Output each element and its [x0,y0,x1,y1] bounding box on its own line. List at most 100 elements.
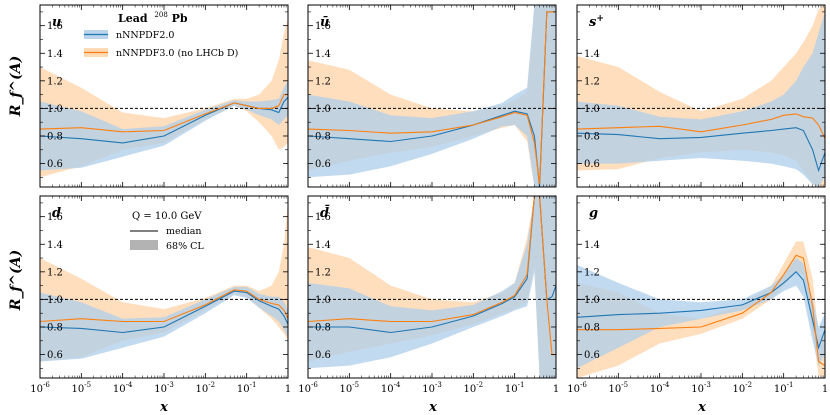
ytick-label-g: 1.2 [584,267,600,278]
xtick-label-g: 10-4 [650,381,670,395]
median-nnnpdf20-splus [577,127,825,173]
xtick-label-dbar: 10-2 [464,381,484,395]
xtick-label-d: 10-4 [113,381,133,395]
ytick-label-d: 1.4 [47,240,63,251]
ytick-label-d: 1.6 [47,212,63,223]
ytick-label-dbar: 1.0 [315,295,331,306]
legend-series: Lead 208 Pb nNNPDF2.0 nNNPDF3.0 (no LHCb… [84,7,238,59]
band-nnnpdf20-splus [577,11,825,187]
panel-u: 0.6 0.8 1.0 1.2 1.4 1.6u [39,4,289,188]
ytick-label-g: 1.4 [584,240,600,251]
xtick-label-g: 10-5 [609,381,629,395]
ytick-label-d: 1.0 [47,295,63,306]
y-axis-label-top: R_f^(A) [8,56,24,118]
band-nnnpdf20-d [40,287,288,362]
panel-dbar: 0.6 0.8 1.0 1.2 1.4 1.6 10-6 10-5 10-4 10-3 10-2 10… [298,195,559,395]
plot-area-d [40,200,288,362]
ytick-label-g: 0.6 [584,350,600,361]
ytick-label-ubar: 1.2 [315,76,331,87]
band-nnnpdf20-u [40,80,288,171]
ytick-label-dbar: 1.2 [315,267,331,278]
xtick-label-d: 1 [285,384,291,395]
ytick-label-dbar: 1.6 [315,212,331,223]
ytick-label-u: 1.2 [47,76,63,87]
panel-title-dbar: d̄ [320,204,330,221]
band-nnnpdf20-ubar [308,5,556,187]
xtick-label-d: 10-5 [72,381,92,395]
ytick-label-dbar: 1.4 [315,240,331,251]
panel-title-g: g [589,206,598,221]
legend-style: Q = 10.0 GeV median 68% CL [130,211,204,252]
panel-splus: 0.6 0.8 1.0 1.2 1.4 s+ [576,4,826,188]
ytick-label-u: 1.6 [47,21,63,32]
xtick-label-dbar: 1 [553,384,559,395]
ytick-label-u: 1.0 [47,104,63,115]
legend-title: Lead 208 Pb [118,7,188,25]
plot-area-ubar [308,5,556,187]
legend-cl-label: 68% CL [166,241,204,252]
panel-title-u: u [52,15,61,30]
xtick-label-dbar: 10-4 [381,381,401,395]
ytick-label-splus: 0.6 [584,159,600,170]
xtick-label-d: 10-1 [237,381,257,395]
panel-title-d: d [52,206,61,221]
xtick-label-d: 10-3 [154,381,174,395]
ytick-label-d: 0.6 [47,350,63,361]
plot-area-splus [577,5,825,187]
panel-ubar: 0.6 0.8 1.0 1.2 1.4 1.6ū [307,4,557,188]
x-axis-label-middle: x [428,400,437,415]
median-nnnpdf30-dbar [308,196,556,356]
ytick-label-u: 0.8 [47,131,63,142]
ytick-label-u: 1.4 [47,49,63,60]
xtick-label-g: 10-1 [774,381,794,395]
ytick-label-splus: 1.4 [584,49,600,60]
median-nnnpdf30-ubar [308,11,556,185]
plot-area-g [577,241,825,378]
xtick-label-g: 10-6 [567,381,587,395]
legend-label-nnnpdf20: nNNPDF2.0 [116,30,174,41]
ytick-label-dbar: 0.8 [315,322,331,333]
ytick-label-ubar: 1.0 [315,104,331,115]
xtick-label-g: 10-3 [691,381,711,395]
ytick-label-u: 0.6 [47,159,63,170]
xtick-label-dbar: 10-6 [298,381,318,395]
xtick-label-dbar: 10-1 [505,381,525,395]
band-nnnpdf30-g [577,241,825,378]
ytick-label-splus: 0.8 [584,131,600,142]
ytick-label-splus: 1.0 [584,104,600,115]
legend-median-label: median [166,226,202,237]
panel-title-ubar: ū [320,15,329,30]
median-nnnpdf30-splus [577,113,825,139]
panel-g: 0.6 0.8 1.0 1.2 1.4 10-6 10-5 10-4 10-3 10-2 10-1 1… [567,195,828,395]
xtick-label-d: 10-2 [196,381,216,395]
band-nnnpdf20-dbar [308,196,556,378]
x-axis-label-right: x [697,400,706,415]
panel-d: 0.6 0.8 1.0 1.2 1.4 1.6 10-6 10-5 10-4 10-3 10-2 10… [30,195,291,395]
median-nnnpdf20-d [40,290,288,334]
x-axis-label-left: x [159,400,168,415]
legend-label-nnnpdf30: nNNPDF3.0 (no LHCb D) [116,48,238,59]
ytick-label-d: 0.8 [47,322,63,333]
ytick-label-dbar: 0.6 [315,350,331,361]
ytick-label-d: 1.2 [47,267,63,278]
xtick-label-g: 10-2 [733,381,753,395]
median-nnnpdf30-g [577,254,825,367]
ytick-label-ubar: 1.4 [315,49,331,60]
band-nnnpdf20-g [577,258,825,369]
panels: 0.60.81.01.21.41.6u0.60.81.01.21.41.6ū0.… [30,4,828,395]
plot-area-dbar [308,196,556,378]
median-nnnpdf30-u [40,94,288,133]
legend-q-label: Q = 10.0 GeV [132,211,202,222]
xtick-label-dbar: 10-3 [422,381,442,395]
y-axis-label-bottom: R_f^(A) [8,250,24,312]
median-nnnpdf30-d [40,289,288,323]
xtick-label-g: 1 [822,384,828,395]
median-nnnpdf20-g [577,271,825,350]
panel-title-splus: s+ [589,14,604,30]
legend-cl-swatch [130,240,158,250]
ytick-label-splus: 1.2 [584,76,600,87]
ytick-label-ubar: 0.6 [315,159,331,170]
ytick-label-ubar: 0.8 [315,131,331,142]
xtick-label-d: 10-6 [30,381,50,395]
